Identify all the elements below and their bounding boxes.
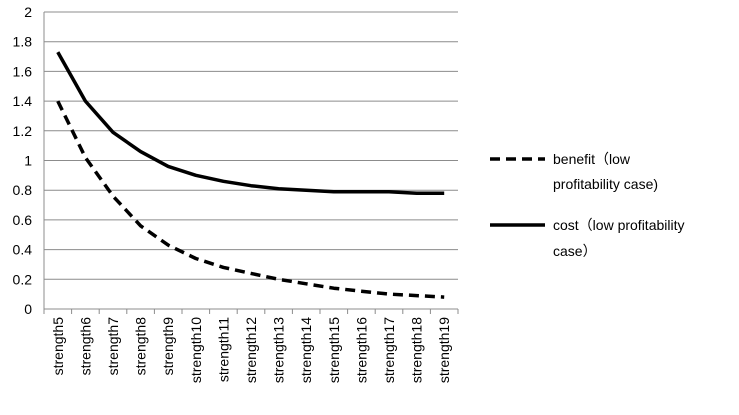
y-tick-label: 1 — [24, 153, 32, 169]
y-tick-label: 1.4 — [13, 93, 33, 109]
y-axis: 0 0.2 0.4 0.6 0.8 1 1.2 1.4 1.6 1.8 2 — [13, 4, 33, 317]
legend-label: profitability case) — [553, 176, 658, 192]
series-line-cost — [56, 51, 445, 195]
legend-label: case） — [553, 243, 597, 259]
y-tick-label: 1.8 — [13, 34, 33, 50]
x-tick-label: strength17 — [381, 317, 397, 383]
x-tick-label: strength6 — [77, 317, 93, 376]
grid-lines — [44, 11, 458, 280]
y-tick-label: 0 — [24, 301, 32, 317]
x-tick-label: strength8 — [133, 317, 149, 376]
y-tick-label: 1.6 — [13, 63, 33, 79]
y-tick-label: 0.8 — [13, 182, 33, 198]
x-tick-label: strength18 — [409, 317, 425, 383]
x-tick-label: strength13 — [271, 317, 287, 383]
x-tick-label: strength5 — [50, 317, 66, 376]
x-tick-label: strength11 — [215, 317, 231, 382]
series-line-benefit — [56, 100, 445, 299]
legend-label: cost（low profitability — [553, 217, 685, 233]
x-axis: strength5 strength6 strength7 strength8 stre… — [43, 12, 459, 383]
y-tick-label: 0.2 — [13, 271, 33, 287]
x-tick-label: strength19 — [436, 317, 452, 383]
legend: benefit（low profitability case) cost（low p… — [490, 151, 685, 259]
y-tick-label: 0.6 — [13, 212, 33, 228]
y-tick-label: 1.2 — [13, 123, 33, 139]
y-tick-label: 2 — [24, 4, 32, 20]
x-tick-label: strength10 — [188, 317, 204, 383]
x-tick-label: strength14 — [298, 317, 314, 383]
x-tick-label: strength16 — [353, 317, 369, 383]
x-tick-label: strength12 — [243, 317, 259, 383]
x-tick-label: strength15 — [326, 317, 342, 383]
legend-label: benefit（low — [553, 151, 631, 167]
series-lines — [56, 51, 445, 299]
x-tick-label: strength9 — [160, 317, 176, 376]
y-tick-label: 0.4 — [13, 242, 33, 258]
x-tick-label: strength7 — [105, 317, 121, 376]
